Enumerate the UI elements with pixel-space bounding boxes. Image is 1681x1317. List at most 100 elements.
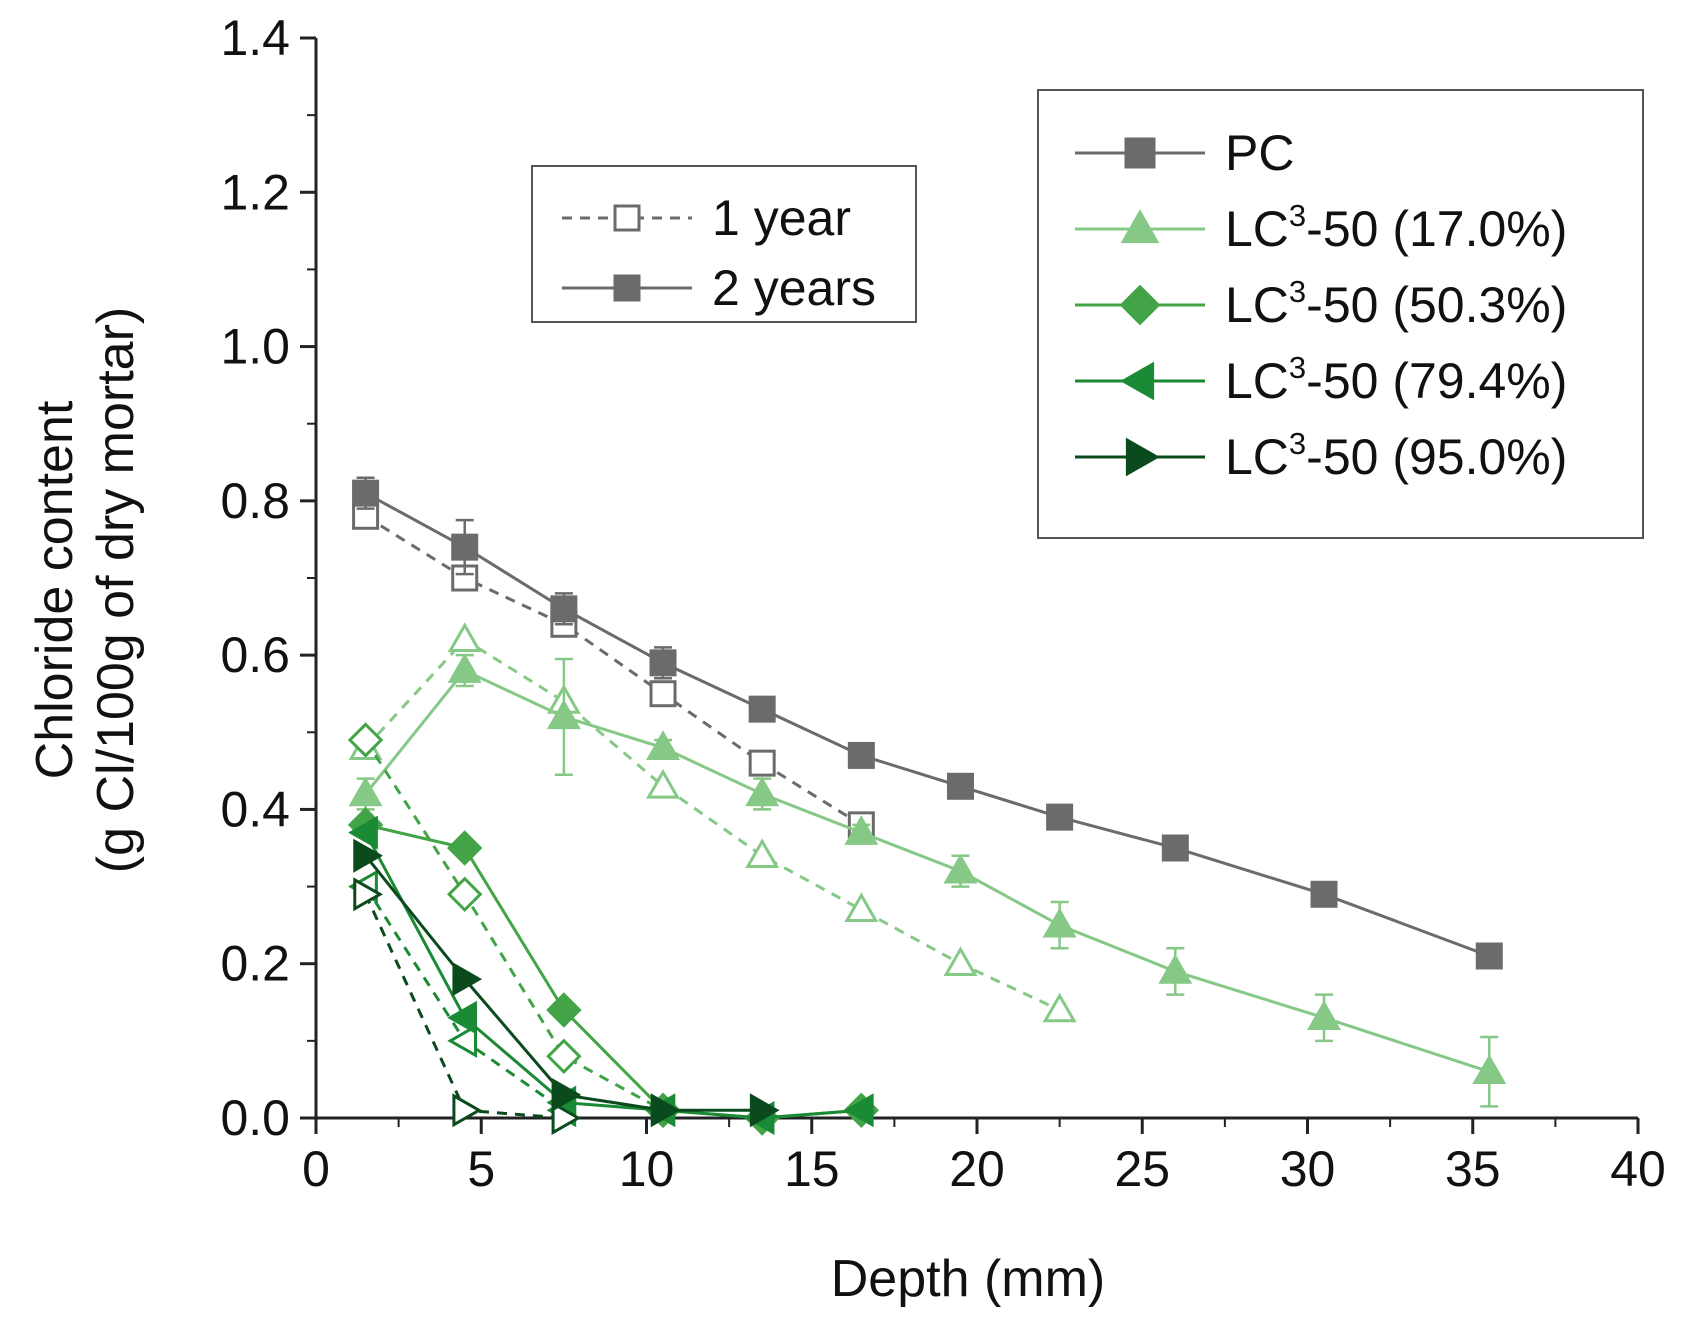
y-tick-label: 0.6: [220, 627, 290, 683]
legend-series-label: LC3-50 (79.4%): [1225, 350, 1567, 409]
series-group: [347, 807, 880, 1136]
data-point: [551, 1077, 582, 1112]
legend-age-item: 2 years: [562, 260, 876, 316]
data-point: [748, 695, 776, 723]
series-group: [353, 838, 780, 1128]
legend-label-prefix: LC: [1225, 201, 1289, 257]
legend-label-prefix: LC: [1225, 429, 1289, 485]
legend-series-item: LC3-50 (79.4%): [1075, 350, 1567, 409]
y-tick-label: 0.2: [220, 936, 290, 992]
data-point: [843, 1093, 874, 1128]
data-point: [550, 595, 578, 623]
data-point: [749, 1093, 780, 1128]
data-point: [650, 1093, 681, 1128]
series-group: [348, 653, 1507, 1108]
data-point: [447, 622, 482, 653]
data-point: [844, 892, 879, 923]
legend-age-marker: [613, 274, 641, 302]
data-point: [1158, 954, 1193, 984]
y-tick-label: 0.0: [220, 1090, 290, 1146]
data-point: [646, 768, 681, 799]
x-tick-label: 15: [784, 1141, 840, 1197]
series-group: [347, 722, 681, 1129]
data-point: [347, 722, 384, 758]
legend-series-label: LC3-50 (95.0%): [1225, 426, 1567, 485]
data-point: [943, 853, 978, 884]
data-point: [745, 838, 780, 869]
legend-series-marker: [1125, 437, 1160, 477]
data-point: [844, 815, 879, 845]
x-tick-label: 20: [949, 1141, 1005, 1197]
data-point: [447, 653, 482, 683]
legend-age-label: 1 year: [712, 190, 851, 246]
legend-series-marker: [1124, 137, 1156, 169]
data-point: [551, 1101, 582, 1135]
legend-label-prefix: LC: [1225, 277, 1289, 333]
series-line: [364, 739, 664, 1112]
series-line: [364, 637, 1061, 1012]
y-axis-title-line2: (g Cl/100g of dry mortar): [87, 307, 145, 873]
data-point: [352, 479, 380, 507]
legend-label-prefix: PC: [1225, 125, 1294, 181]
data-point: [1472, 1054, 1507, 1085]
data-point: [452, 962, 483, 997]
legend-label-sup: 3: [1289, 274, 1306, 309]
x-tick-label: 5: [467, 1141, 495, 1197]
legend-series-label: LC3-50 (50.3%): [1225, 274, 1567, 333]
legend-label-sup: 3: [1289, 350, 1306, 385]
axes: 0 5 10 15 20 25 30 35 40 0.0 0.2 0.4 0.6 0.8 1.0 1.2 1.4: [220, 10, 1665, 1197]
x-tick-label: 30: [1280, 1141, 1336, 1197]
data-point: [452, 1093, 483, 1128]
legend-label-sup: 3: [1289, 198, 1306, 233]
x-axis-title: Depth (mm): [831, 1250, 1105, 1308]
data-point: [943, 946, 978, 977]
data-point: [847, 741, 875, 769]
x-tick-label: 25: [1114, 1141, 1170, 1197]
y-tick-label: 1.4: [220, 10, 290, 66]
legend-series-item: LC3-50 (50.3%): [1075, 274, 1567, 333]
legend-series-item: LC3-50 (95.0%): [1075, 426, 1567, 485]
series-line: [364, 515, 863, 827]
data-point: [348, 815, 378, 850]
legend-label-prefix: LC: [1225, 353, 1289, 409]
series-group: [352, 476, 1503, 970]
data-point: [447, 1023, 478, 1058]
x-tick-label: 40: [1610, 1141, 1666, 1197]
data-point: [546, 699, 581, 730]
legend-age-label: 2 years: [712, 260, 876, 316]
data-point: [1046, 803, 1074, 831]
data-point: [1310, 880, 1338, 908]
legend-age-item: 1 year: [562, 190, 851, 246]
x-tick-label: 35: [1445, 1141, 1501, 1197]
legend-label-sup: 3: [1289, 426, 1306, 461]
x-tick-label: 10: [619, 1141, 675, 1197]
legend-age-box: [531, 165, 917, 323]
legend-label-suffix: -50 (17.0%): [1306, 201, 1567, 257]
y-tick-label: 0.4: [220, 781, 290, 837]
data-point: [353, 877, 383, 912]
data-point: [1161, 834, 1189, 862]
data-point: [649, 649, 677, 677]
data-point: [447, 1000, 478, 1035]
legend-series-item: PC: [1075, 125, 1294, 181]
legend-series-label: LC3-50 (17.0%): [1225, 198, 1567, 257]
legend-series-marker: [1120, 361, 1155, 401]
data-point: [946, 772, 974, 800]
y-axis-title-line1: Chloride content: [26, 400, 84, 779]
series-layer: [347, 476, 1507, 1136]
data-point: [546, 1038, 582, 1075]
data-point: [649, 680, 677, 708]
data-point: [1475, 942, 1503, 970]
legend-series-marker: [1119, 284, 1161, 326]
data-point: [646, 730, 681, 761]
legend-age-marker: [613, 204, 641, 232]
x-tick-label: 0: [302, 1141, 330, 1197]
legend-label-suffix: -50 (50.3%): [1306, 277, 1567, 333]
data-point: [745, 776, 780, 807]
legend-series-item: LC3-50 (17.0%): [1075, 198, 1567, 257]
data-point: [451, 533, 479, 561]
data-point: [348, 776, 383, 807]
